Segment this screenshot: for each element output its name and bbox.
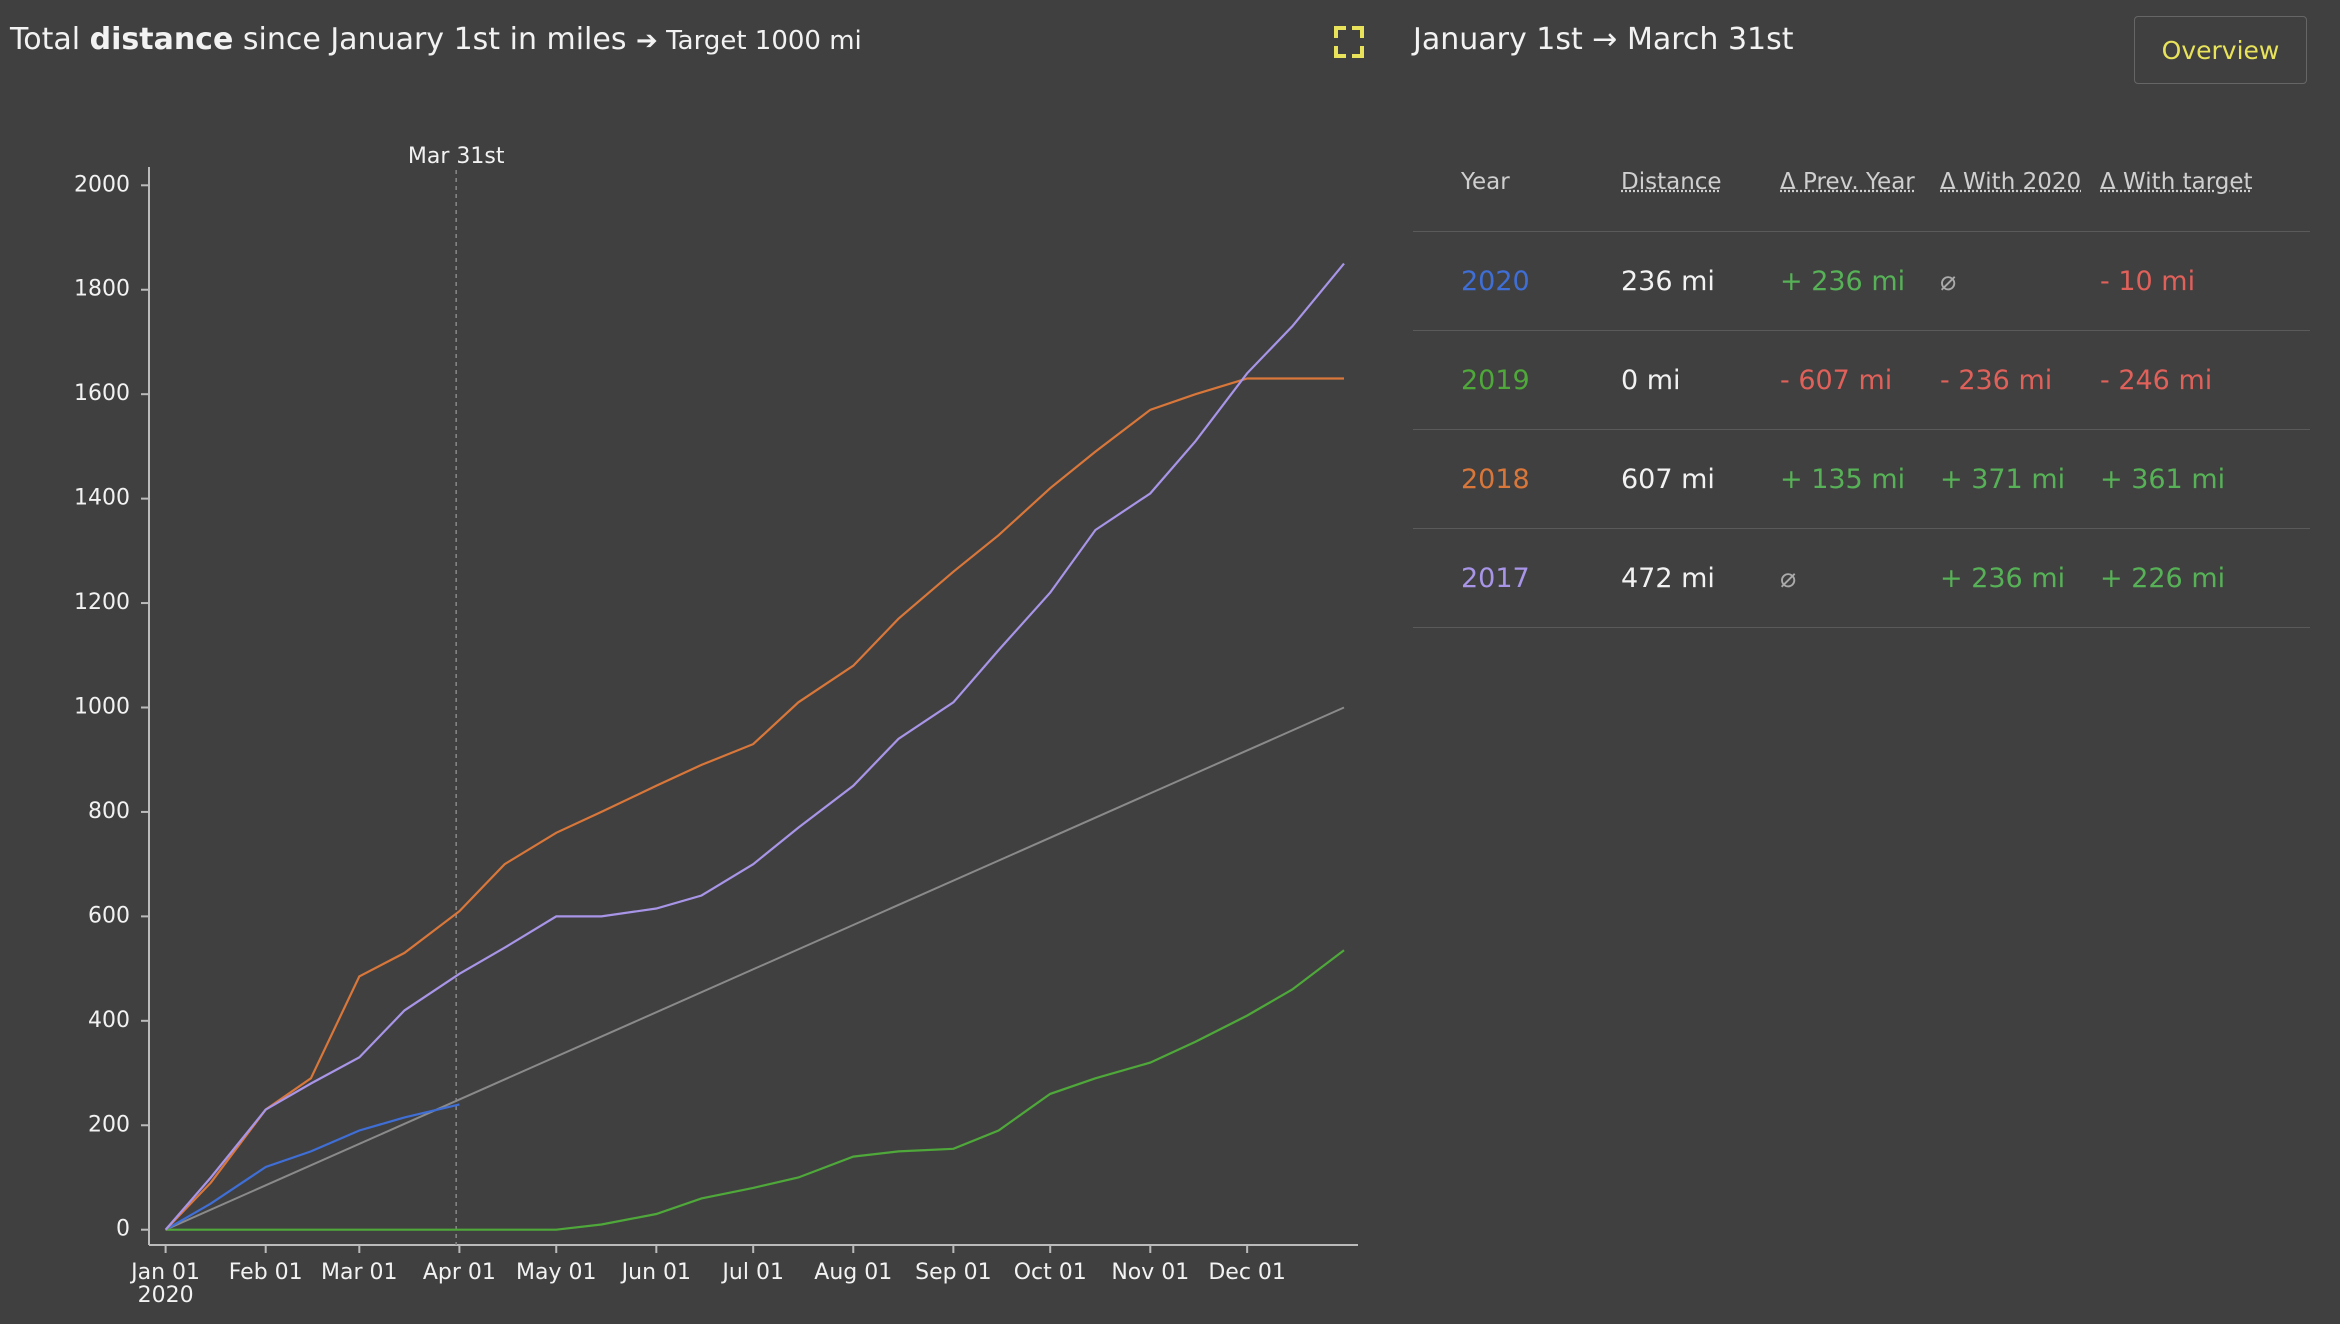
x-tick-label: Feb 01 bbox=[229, 1260, 303, 1285]
table-row: 2018 607 mi + 135 mi + 371 mi + 361 mi bbox=[1413, 430, 2310, 529]
title-part: distance bbox=[89, 22, 234, 57]
series-line bbox=[164, 262, 1345, 1231]
overview-button[interactable]: Overview bbox=[2134, 16, 2307, 84]
comparison-table: Year Distance Δ Prev. Year Δ With 2020 Δ Wit… bbox=[1413, 132, 2310, 628]
chart: 0 200 400 600 800 1000 1200 1400 1600 1800 2000 Jan… bbox=[74, 26, 1364, 1308]
table-cell: 236 mi bbox=[1621, 265, 1715, 297]
x-tick-label: Sep 01 bbox=[915, 1260, 991, 1285]
column-header: Year bbox=[1461, 168, 1510, 195]
y-tick-label: 0 bbox=[116, 1217, 130, 1242]
y-tick-label: 1600 bbox=[74, 381, 130, 406]
column-header: Δ With 2020 bbox=[1940, 168, 2082, 195]
year-cell: 2018 bbox=[1461, 463, 1530, 495]
table-row: 2020 236 mi + 236 mi ⌀ - 10 mi bbox=[1413, 232, 2310, 331]
table-cell: - 236 mi bbox=[1940, 364, 2053, 396]
table-cell: + 236 mi bbox=[1940, 562, 2066, 594]
year-cell: 2017 bbox=[1461, 562, 1530, 594]
table-cell: - 607 mi bbox=[1780, 364, 1893, 396]
series-line bbox=[164, 377, 1344, 1231]
table-cell: + 371 mi bbox=[1940, 463, 2066, 495]
y-tick-label: 600 bbox=[88, 903, 130, 928]
table-row: 2019 0 mi - 607 mi - 236 mi - 246 mi bbox=[1413, 331, 2310, 430]
y-tick-label: 1800 bbox=[74, 277, 130, 302]
y-tick-label: 800 bbox=[88, 799, 130, 824]
series-line bbox=[165, 1103, 460, 1231]
table-cell: 0 mi bbox=[1621, 364, 1681, 396]
table-cell: + 236 mi bbox=[1780, 265, 1906, 297]
chart-title: Total distance since January 1st in mile… bbox=[10, 22, 862, 57]
x-tick-label: Oct 01 bbox=[1014, 1260, 1087, 1285]
marker-label: Mar 31st bbox=[408, 144, 505, 169]
fullscreen-icon[interactable] bbox=[1334, 26, 1364, 58]
x-tick-label: Apr 01 bbox=[423, 1260, 496, 1285]
column-header: Distance bbox=[1621, 168, 1722, 195]
y-tick-label: 200 bbox=[88, 1112, 130, 1137]
title-part: ➔ Target 1000 mi bbox=[636, 26, 862, 56]
column-header: Δ With target bbox=[2100, 168, 2253, 195]
table-cell: 607 mi bbox=[1621, 463, 1715, 495]
x-tick-label: Aug 01 bbox=[814, 1260, 892, 1285]
date-range: January 1st → March 31st bbox=[1413, 22, 1794, 57]
y-tick-label: 1200 bbox=[74, 590, 130, 615]
column-header: Δ Prev. Year bbox=[1780, 168, 1915, 195]
title-part: Total bbox=[10, 22, 81, 57]
table-header: Year Distance Δ Prev. Year Δ With 2020 Δ Wit… bbox=[1413, 132, 2310, 232]
table-cell: - 10 mi bbox=[2100, 265, 2196, 297]
x-year-label: 2020 bbox=[138, 1283, 194, 1308]
x-tick-label: Jun 01 bbox=[620, 1260, 691, 1285]
table-cell: ⌀ bbox=[1780, 562, 1797, 594]
x-tick-label: May 01 bbox=[516, 1260, 596, 1285]
table-cell: + 135 mi bbox=[1780, 463, 1906, 495]
x-tick-label: Jan 01 bbox=[129, 1260, 200, 1285]
y-tick-label: 2000 bbox=[74, 172, 130, 197]
x-tick-label: Mar 01 bbox=[321, 1260, 398, 1285]
table-cell: + 226 mi bbox=[2100, 562, 2226, 594]
year-cell: 2019 bbox=[1461, 364, 1530, 396]
x-tick-label: Nov 01 bbox=[1111, 1260, 1189, 1285]
target-line bbox=[165, 706, 1345, 1231]
y-tick-label: 1400 bbox=[74, 486, 130, 511]
y-tick-label: 400 bbox=[88, 1008, 130, 1033]
table-row: 2017 472 mi ⌀ + 236 mi + 226 mi bbox=[1413, 529, 2310, 628]
series-line bbox=[165, 949, 1345, 1231]
table-cell: + 361 mi bbox=[2100, 463, 2226, 495]
x-tick-label: Dec 01 bbox=[1208, 1260, 1286, 1285]
table-cell: 472 mi bbox=[1621, 562, 1715, 594]
table-cell: ⌀ bbox=[1940, 265, 1957, 297]
table-cell: - 246 mi bbox=[2100, 364, 2213, 396]
x-tick-label: Jul 01 bbox=[720, 1260, 784, 1285]
y-tick-label: 1000 bbox=[74, 695, 130, 720]
title-part: since January 1st in miles bbox=[242, 22, 627, 57]
year-cell: 2020 bbox=[1461, 265, 1530, 297]
